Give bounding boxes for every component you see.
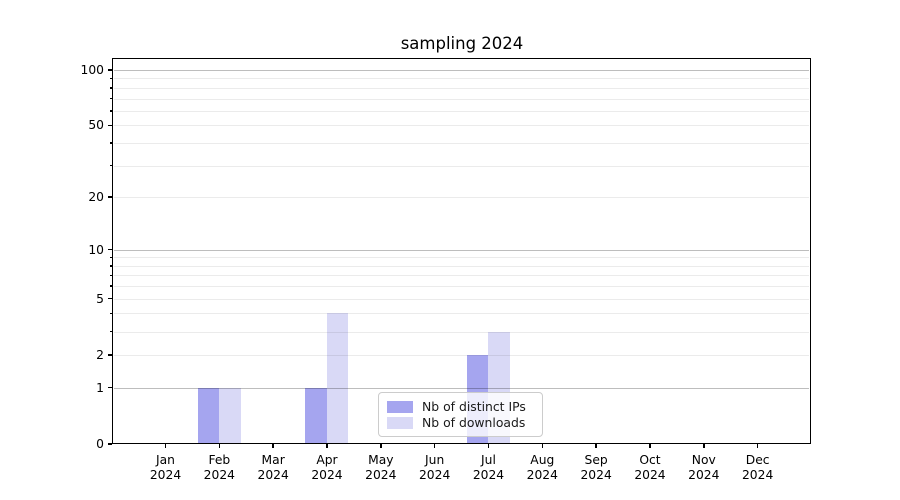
y-tick-label-5: 5 xyxy=(96,291,104,306)
gridline-minor-y80 xyxy=(114,87,809,89)
chart-title: sampling 2024 xyxy=(400,34,524,53)
legend-item-distinct-ips: Nb of distinct IPs xyxy=(387,399,534,414)
legend-label-distinct-ips: Nb of distinct IPs xyxy=(422,399,526,414)
x-tick-label-mar: Mar 2024 xyxy=(257,453,289,482)
gridline-minor-y3 xyxy=(114,331,809,333)
gridline-minor-y90 xyxy=(114,78,809,80)
gridline-minor-y60 xyxy=(114,110,809,112)
bar-distinct-ips-feb xyxy=(197,387,220,444)
x-tick-label-jan: Jan 2024 xyxy=(149,453,182,482)
x-tick-jul xyxy=(487,444,490,448)
y-minortick-4 xyxy=(109,312,112,315)
y-tick-20 xyxy=(108,196,112,198)
x-tick-label-sep: Sep 2024 xyxy=(580,453,612,482)
y-minortick-60 xyxy=(109,110,112,112)
legend-swatch-distinct-ips-icon xyxy=(387,400,413,413)
y-minortick-8 xyxy=(109,265,112,267)
gridline-minor-y8 xyxy=(114,265,809,267)
y-tick-label-1: 1 xyxy=(96,380,104,395)
y-tick-label-50: 50 xyxy=(88,118,104,133)
bar-distinct-ips-apr xyxy=(305,387,327,444)
x-tick-nov xyxy=(703,444,705,448)
y-minortick-3 xyxy=(109,330,112,333)
x-tick-label-jul: Jul 2024 xyxy=(472,453,505,482)
y-minortick-30 xyxy=(109,164,112,167)
x-tick-oct xyxy=(649,444,651,448)
y-tick-0 xyxy=(108,443,112,445)
x-tick-aug xyxy=(541,444,544,448)
y-tick-2 xyxy=(108,354,112,356)
x-tick-label-aug: Aug 2024 xyxy=(526,453,558,482)
legend-swatch-downloads-icon xyxy=(387,416,413,429)
y-tick-label-20: 20 xyxy=(88,190,104,205)
gridline-minor-y4 xyxy=(114,313,809,315)
x-tick-apr xyxy=(326,444,328,448)
gridline-minor-y9 xyxy=(114,257,809,259)
gridline-major-y100 xyxy=(114,69,809,71)
x-tick-label-nov: Nov 2024 xyxy=(688,453,720,482)
y-minortick-40 xyxy=(109,142,112,144)
gridline-minor-y70 xyxy=(114,98,809,100)
y-minortick-6 xyxy=(109,285,112,287)
x-tick-may xyxy=(380,444,382,448)
x-tick-label-oct: Oct 2024 xyxy=(634,453,666,482)
x-tick-label-apr: Apr 2024 xyxy=(311,453,343,482)
y-minortick-7 xyxy=(109,274,112,277)
y-minortick-90 xyxy=(109,77,112,80)
gridline-minor-y20 xyxy=(114,197,809,199)
y-tick-5 xyxy=(108,297,112,300)
y-tick-label-100: 100 xyxy=(80,62,104,77)
y-minortick-70 xyxy=(109,97,112,100)
x-tick-label-jun: Jun 2024 xyxy=(418,453,451,482)
gridline-minor-y5 xyxy=(114,298,809,300)
gridline-minor-y40 xyxy=(114,143,809,145)
gridline-minor-y50 xyxy=(114,125,809,127)
y-tick-1 xyxy=(108,386,112,389)
y-minortick-9 xyxy=(109,256,112,259)
gridline-minor-y30 xyxy=(114,165,809,167)
gridline-minor-y7 xyxy=(114,275,809,277)
gridline-minor-y2 xyxy=(114,354,809,356)
y-tick-100 xyxy=(108,69,112,71)
y-tick-label-2: 2 xyxy=(96,347,104,362)
y-tick-10 xyxy=(108,248,112,251)
y-minortick-80 xyxy=(109,87,112,89)
legend-label-downloads: Nb of downloads xyxy=(422,415,526,430)
y-tick-label-0: 0 xyxy=(96,436,104,451)
gridline-major-y10 xyxy=(114,249,809,251)
legend-item-downloads: Nb of downloads xyxy=(387,415,534,430)
y-tick-label-10: 10 xyxy=(88,242,104,257)
y-tick-50 xyxy=(108,124,112,127)
gridline-major-y1 xyxy=(114,387,809,389)
legend: Nb of distinct IPs Nb of downloads xyxy=(378,392,543,437)
plot-border xyxy=(112,58,811,444)
x-tick-feb xyxy=(218,444,221,448)
bar-downloads-feb xyxy=(219,387,241,444)
x-tick-mar xyxy=(272,444,274,448)
gridline-minor-y6 xyxy=(114,286,809,288)
x-tick-label-may: May 2024 xyxy=(365,453,397,482)
x-tick-sep xyxy=(595,444,597,448)
bar-downloads-apr xyxy=(326,313,349,444)
x-tick-dec xyxy=(756,444,759,448)
x-tick-label-feb: Feb 2024 xyxy=(203,453,235,482)
x-tick-jun xyxy=(433,444,436,448)
x-tick-label-dec: Dec 2024 xyxy=(741,453,774,482)
x-tick-jan xyxy=(164,444,167,448)
